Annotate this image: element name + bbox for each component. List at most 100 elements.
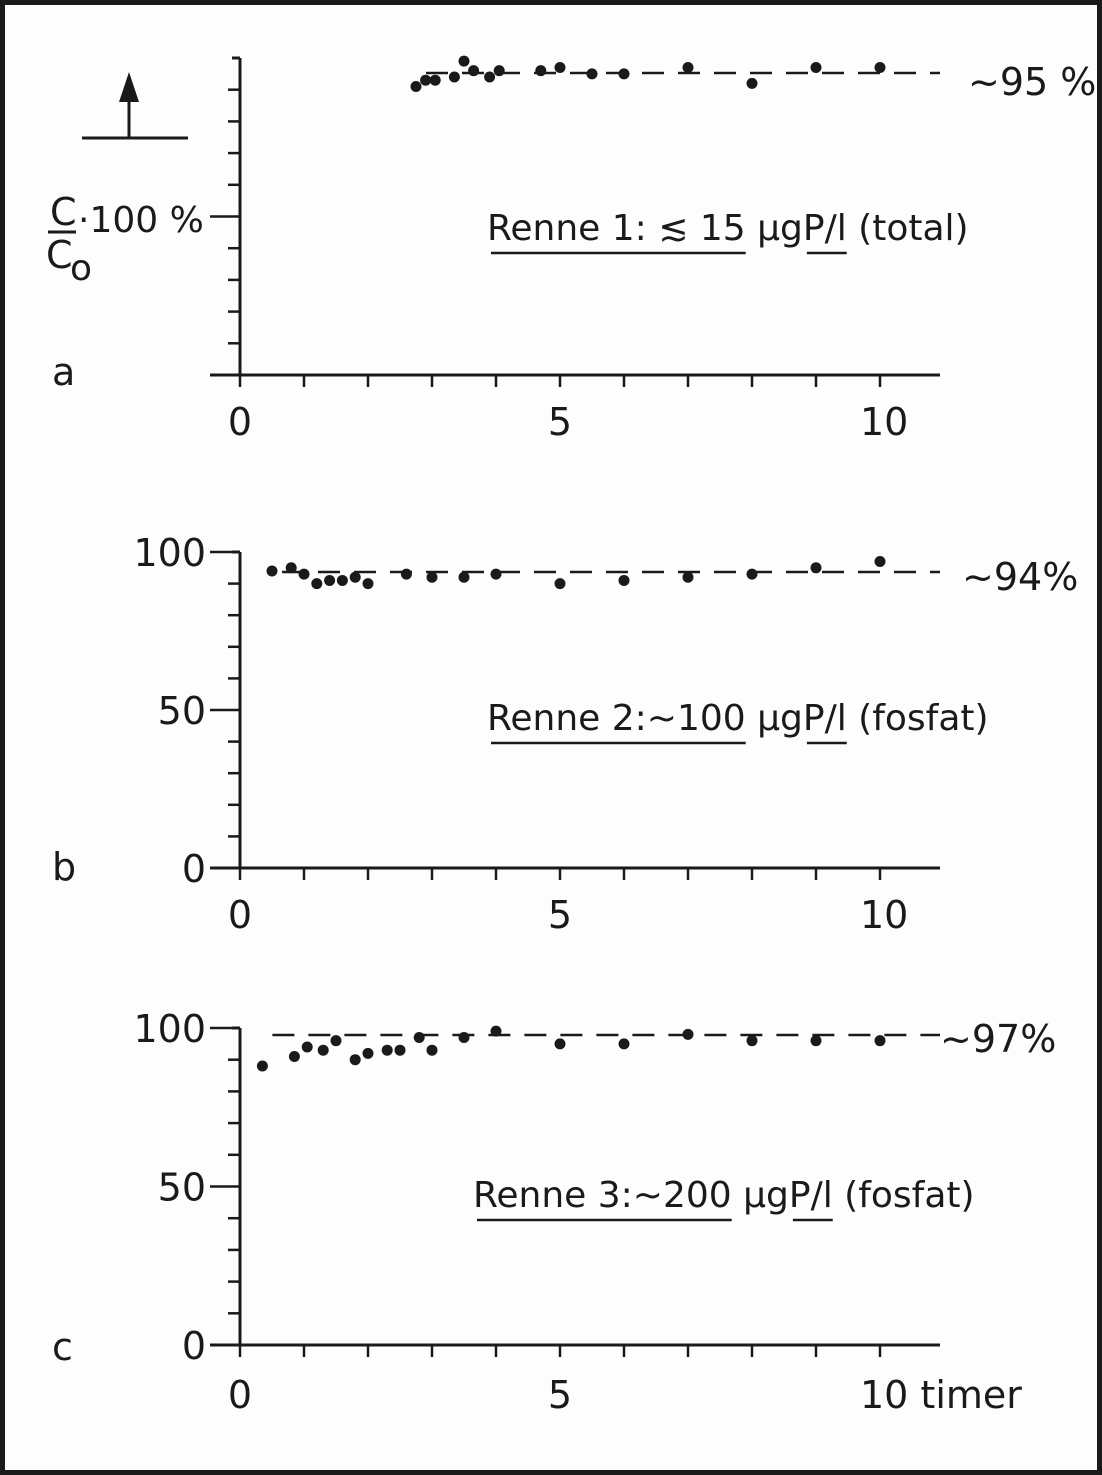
- data-point: [493, 65, 505, 77]
- data-point: [429, 74, 441, 86]
- data-point: [420, 74, 432, 86]
- data-point: [448, 71, 460, 83]
- data-point: [682, 62, 694, 74]
- panel-letter: a: [52, 350, 75, 394]
- annotation-part1: Renne 1: ≲ 15: [487, 208, 746, 249]
- x-tick-label: 0: [228, 400, 252, 444]
- panel-letter: c: [52, 1325, 73, 1369]
- y-tick-label: 50: [158, 1166, 206, 1210]
- data-point: [810, 1035, 822, 1047]
- data-point: [426, 571, 438, 583]
- data-point: [874, 555, 886, 567]
- data-point: [554, 62, 566, 74]
- data-point: [746, 1035, 758, 1047]
- data-point: [535, 65, 547, 77]
- data-point: [874, 62, 886, 74]
- panel-a: 0 5 10 a ~95 % Renne 1: ≲ 15 μgP/l (total): [52, 55, 1096, 444]
- data-point: [256, 1060, 268, 1072]
- panel-c: 0 5 10 timer 0 50 100 c ~97% Renne 3:~200 μgP/l …: [52, 1007, 1056, 1417]
- data-point: [618, 68, 630, 80]
- data-point: [349, 1054, 361, 1066]
- y-tick-label: 0: [182, 847, 206, 891]
- annotation-part4: (fosfat): [833, 1175, 975, 1216]
- panel-letter: b: [52, 845, 76, 889]
- x-tick-label: 5: [548, 400, 572, 444]
- arrow-up-icon: [119, 72, 139, 102]
- data-point: [490, 1025, 502, 1037]
- annotation-part2: μg: [732, 1175, 789, 1216]
- x-tick-label: 5: [548, 1373, 572, 1417]
- data-point: [324, 574, 336, 586]
- y-tick-label: 100: [133, 1007, 206, 1051]
- data-point: [336, 574, 348, 586]
- panel-annotation: Renne 2:~100 μgP/l (fosfat): [487, 698, 989, 739]
- x-tick-label: 10: [860, 400, 908, 444]
- data-point: [317, 1044, 329, 1056]
- data-point: [746, 77, 758, 89]
- fraction-subscript: o: [70, 248, 92, 289]
- data-point: [298, 568, 310, 580]
- data-point: [874, 1035, 886, 1047]
- data-point: [288, 1051, 300, 1063]
- data-point: [458, 1032, 470, 1044]
- fraction-numerator: C: [50, 190, 77, 234]
- data-point: [426, 1044, 438, 1056]
- annotation-part3: P/l: [803, 698, 847, 739]
- data-point: [490, 568, 502, 580]
- data-point: [682, 571, 694, 583]
- annotation-part2: μg: [746, 208, 803, 249]
- x-tick-label: 0: [228, 893, 252, 937]
- data-point: [458, 55, 470, 67]
- annotation-part3: P/l: [789, 1175, 833, 1216]
- panel-annotation: Renne 1: ≲ 15 μgP/l (total): [487, 208, 969, 249]
- data-point: [410, 81, 422, 93]
- x-tick-label: 10: [860, 893, 908, 937]
- data-point: [810, 62, 822, 74]
- annotation-part4: (fosfat): [847, 698, 989, 739]
- data-point: [349, 571, 361, 583]
- data-point: [746, 568, 758, 580]
- data-point: [554, 578, 566, 590]
- data-point: [381, 1044, 393, 1056]
- data-point: [554, 1038, 566, 1050]
- data-point: [394, 1044, 406, 1056]
- x-tick-label: 5: [548, 893, 572, 937]
- y-tick-label: 0: [182, 1324, 206, 1368]
- annotation-part1: Renne 3:~200: [473, 1175, 732, 1216]
- data-point: [285, 562, 297, 574]
- data-point: [682, 1028, 694, 1040]
- annotation-part2: μg: [746, 698, 803, 739]
- data-point: [618, 574, 630, 586]
- annotation-part4: (total): [847, 208, 969, 249]
- y-tick-label: 100: [133, 531, 206, 575]
- data-point: [362, 1047, 374, 1059]
- plateau-label: ~97%: [940, 1017, 1056, 1061]
- data-point: [400, 568, 412, 580]
- data-point: [586, 68, 598, 80]
- x-tick-label: 0: [228, 1373, 252, 1417]
- data-point: [618, 1038, 630, 1050]
- annotation-part3: P/l: [803, 208, 847, 249]
- plateau-label: ~95 %: [968, 60, 1096, 104]
- fraction-denominator: C: [46, 233, 73, 277]
- data-point: [301, 1041, 313, 1053]
- data-point: [362, 578, 374, 590]
- data-point: [330, 1035, 342, 1047]
- plateau-label: ~94%: [962, 555, 1078, 599]
- data-point: [458, 571, 470, 583]
- annotation-part1: Renne 2:~100: [487, 698, 746, 739]
- data-point: [810, 562, 822, 574]
- data-point: [468, 65, 480, 77]
- data-point: [484, 71, 496, 83]
- y-label-suffix: ·100 %: [78, 200, 204, 241]
- panel-annotation: Renne 3:~200 μgP/l (fosfat): [473, 1175, 975, 1216]
- data-point: [311, 578, 323, 590]
- y-axis-label: CCo ·100 %: [46, 72, 204, 289]
- data-point: [413, 1032, 425, 1044]
- y-tick-label: 50: [158, 689, 206, 733]
- data-point: [266, 565, 278, 577]
- x-tick-label: 10 timer: [860, 1373, 1022, 1417]
